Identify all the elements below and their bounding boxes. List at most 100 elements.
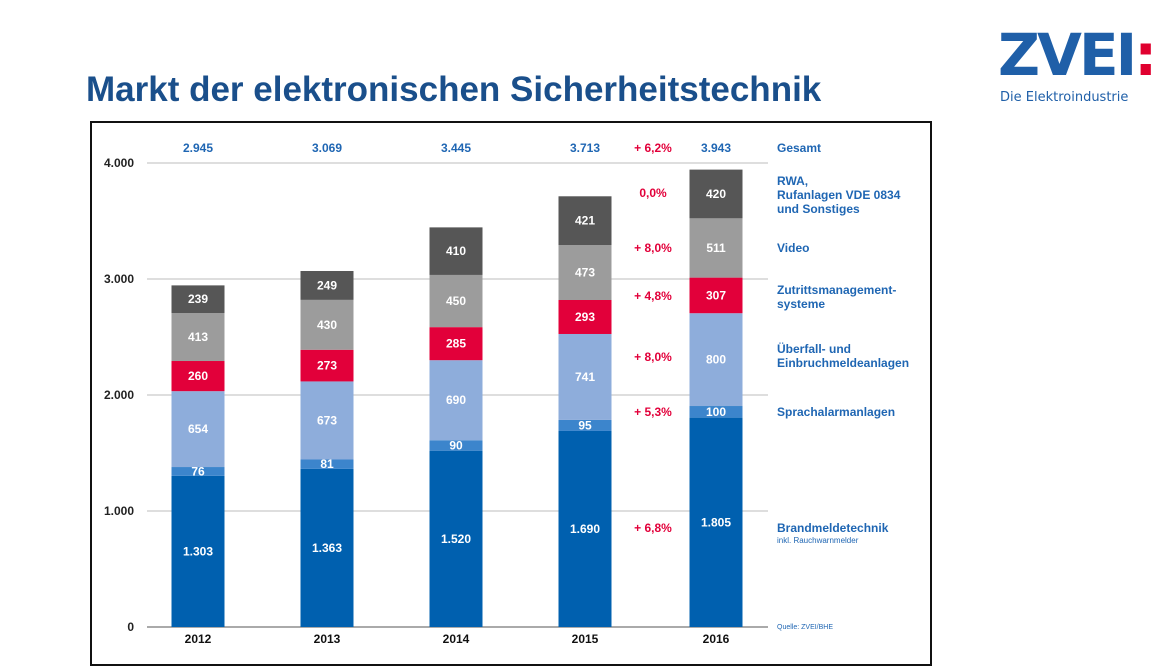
growth-label: + 5,3% bbox=[634, 405, 672, 419]
bar-segment bbox=[429, 227, 483, 275]
legend-label: systeme bbox=[777, 297, 825, 311]
total-label: 3.445 bbox=[441, 141, 471, 155]
data-label: 285 bbox=[446, 337, 466, 351]
data-label: 410 bbox=[446, 244, 466, 258]
data-label: 741 bbox=[575, 370, 595, 384]
y-tick-label: 4.000 bbox=[104, 156, 134, 170]
growth-label: + 4,8% bbox=[634, 289, 672, 303]
data-label: 413 bbox=[188, 330, 208, 344]
bar-segment bbox=[171, 475, 225, 627]
bar-segment bbox=[171, 467, 225, 476]
bar-segment bbox=[558, 419, 612, 431]
bar-segment bbox=[171, 391, 225, 468]
bar-segment bbox=[689, 169, 743, 219]
bar-segment bbox=[429, 450, 483, 627]
legend-label: und Sonstiges bbox=[777, 202, 860, 216]
data-label: 260 bbox=[188, 369, 208, 383]
legend-label: Einbruchmeldeanlagen bbox=[777, 356, 909, 370]
data-label: 800 bbox=[706, 353, 726, 367]
bar-segment bbox=[429, 440, 483, 451]
data-label: 511 bbox=[706, 241, 726, 255]
page-title: Markt der elektronischen Sicherheitstech… bbox=[86, 70, 822, 109]
bar-segment bbox=[558, 430, 612, 627]
bar-segment bbox=[558, 245, 612, 300]
logo-mark: ZVEI: bbox=[998, 26, 1157, 84]
data-label: 90 bbox=[449, 438, 463, 452]
x-tick-label: 2014 bbox=[443, 632, 470, 646]
source-note: Quelle: ZVEI/BHE bbox=[777, 624, 833, 631]
data-label: 450 bbox=[446, 294, 466, 308]
legend-label: Brandmeldetechnik bbox=[777, 521, 889, 535]
data-label: 1.690 bbox=[570, 522, 600, 536]
bar-segment bbox=[300, 270, 354, 300]
logo-subtitle: Die Elektroindustrie bbox=[1000, 90, 1129, 105]
data-label: 673 bbox=[317, 413, 337, 427]
x-tick-label: 2012 bbox=[185, 632, 212, 646]
legend-label: Zutrittsmanagement- bbox=[777, 283, 896, 297]
data-label: 1.520 bbox=[441, 532, 471, 546]
y-tick-label: 0 bbox=[127, 620, 134, 634]
x-tick-label: 2016 bbox=[703, 632, 730, 646]
bar-segment bbox=[300, 349, 354, 382]
logo-colon: : bbox=[1134, 21, 1157, 89]
data-label: 654 bbox=[188, 422, 208, 436]
total-label: 2.945 bbox=[183, 141, 213, 155]
data-label: 95 bbox=[578, 418, 592, 432]
y-tick-label: 3.000 bbox=[104, 272, 134, 286]
data-label: 473 bbox=[575, 266, 595, 280]
total-legend-label: Gesamt bbox=[777, 141, 821, 155]
data-label: 690 bbox=[446, 393, 466, 407]
bar-segment bbox=[689, 218, 743, 278]
bar-segment bbox=[171, 313, 225, 362]
legend-label: RWA, bbox=[777, 174, 808, 188]
bar-segment bbox=[429, 327, 483, 361]
legend-label: Überfall- und bbox=[777, 341, 851, 356]
zvei-logo: ZVEI: Die Elektroindustrie bbox=[998, 26, 1157, 108]
growth-label: + 6,8% bbox=[634, 521, 672, 535]
data-label: 430 bbox=[317, 318, 337, 332]
data-label: 239 bbox=[188, 292, 208, 306]
data-label: 273 bbox=[317, 359, 337, 373]
bar-segment bbox=[300, 381, 354, 460]
bar-segment bbox=[429, 360, 483, 441]
data-label: 1.303 bbox=[183, 544, 213, 558]
growth-label: 0,0% bbox=[639, 186, 667, 200]
bar-segment bbox=[558, 299, 612, 334]
bar-segment bbox=[300, 459, 354, 469]
growth-label: + 8,0% bbox=[634, 241, 672, 255]
data-label: 100 bbox=[706, 405, 726, 419]
x-tick-label: 2015 bbox=[572, 632, 599, 646]
bar-segment bbox=[558, 333, 612, 420]
total-label: 3.069 bbox=[312, 141, 342, 155]
total-growth-label: + 6,2% bbox=[634, 141, 672, 155]
logo-letters: ZVEI bbox=[998, 21, 1137, 89]
x-tick-label: 2013 bbox=[314, 632, 341, 646]
data-label: 293 bbox=[575, 310, 595, 324]
bar-segment bbox=[429, 274, 483, 328]
legend-sublabel: inkl. Rauchwarnmelder bbox=[777, 536, 859, 545]
data-label: 307 bbox=[706, 288, 726, 302]
legend-label: Sprachalarmanlagen bbox=[777, 405, 895, 419]
total-label: 3.713 bbox=[570, 141, 600, 155]
data-label: 81 bbox=[320, 457, 334, 471]
bar-segment bbox=[558, 196, 612, 246]
data-label: 420 bbox=[706, 187, 726, 201]
y-tick-label: 2.000 bbox=[104, 388, 134, 402]
total-label: 3.943 bbox=[701, 141, 731, 155]
bar-segment bbox=[300, 468, 354, 627]
data-label: 1.805 bbox=[701, 515, 731, 529]
bar-segment bbox=[689, 406, 743, 418]
legend-label: Video bbox=[777, 241, 809, 255]
data-label: 1.363 bbox=[312, 541, 342, 555]
bar-segment bbox=[689, 417, 743, 627]
legend-label: Rufanlagen VDE 0834 bbox=[777, 188, 901, 202]
bar-segment bbox=[171, 285, 225, 314]
data-label: 249 bbox=[317, 278, 337, 292]
data-label: 421 bbox=[575, 214, 595, 228]
growth-label: + 8,0% bbox=[634, 350, 672, 364]
bar-segment bbox=[300, 299, 354, 350]
bar-segment bbox=[689, 313, 743, 407]
bar-segment bbox=[171, 361, 225, 392]
bar-segment bbox=[689, 277, 743, 314]
